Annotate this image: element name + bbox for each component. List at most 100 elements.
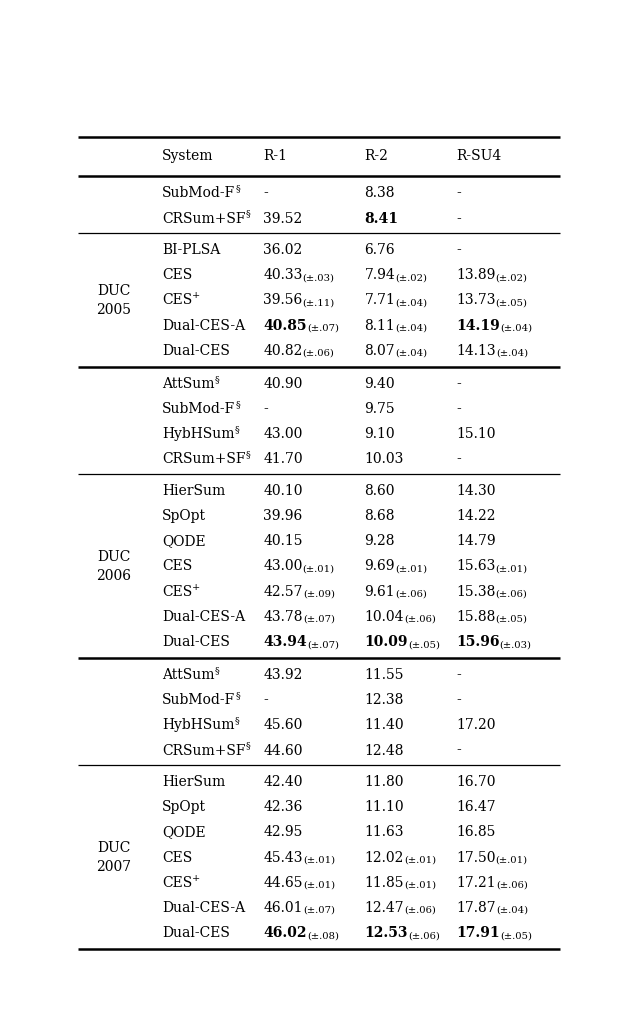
Text: 16.85: 16.85: [456, 826, 496, 839]
Text: 7.94: 7.94: [364, 269, 396, 282]
Text: 7.71: 7.71: [364, 293, 396, 308]
Text: -: -: [456, 744, 461, 757]
Text: §: §: [235, 400, 240, 409]
Text: (±.01): (±.01): [496, 855, 528, 865]
Text: 9.28: 9.28: [364, 535, 395, 548]
Text: §: §: [235, 184, 240, 193]
Text: 12.38: 12.38: [364, 693, 404, 707]
Text: QODE: QODE: [162, 535, 206, 548]
Text: -: -: [456, 377, 461, 390]
Text: 12.02: 12.02: [364, 850, 404, 865]
Text: 17.91: 17.91: [456, 926, 500, 940]
Text: 8.41: 8.41: [364, 212, 399, 226]
Text: BI-PLSA: BI-PLSA: [162, 243, 220, 258]
Text: (±.06): (±.06): [404, 615, 436, 623]
Text: (±.03): (±.03): [303, 273, 335, 282]
Text: 8.68: 8.68: [364, 509, 395, 523]
Text: QODE: QODE: [162, 826, 206, 839]
Text: Dual-CES: Dual-CES: [162, 635, 230, 649]
Text: 42.95: 42.95: [263, 826, 303, 839]
Text: 43.00: 43.00: [263, 427, 303, 442]
Text: R-1: R-1: [263, 149, 287, 164]
Text: 9.40: 9.40: [364, 377, 395, 390]
Text: CRSum+SF: CRSum+SF: [162, 212, 246, 226]
Text: §: §: [234, 716, 239, 726]
Text: (±.06): (±.06): [408, 931, 440, 940]
Text: +: +: [192, 583, 201, 592]
Text: (±.01): (±.01): [395, 564, 427, 573]
Text: -: -: [456, 693, 461, 707]
Text: DUC
2005: DUC 2005: [96, 284, 131, 317]
Text: CRSum+SF: CRSum+SF: [162, 453, 246, 466]
Text: SubMod-F: SubMod-F: [162, 402, 235, 416]
Text: 12.53: 12.53: [364, 926, 408, 940]
Text: 13.89: 13.89: [456, 269, 496, 282]
Text: HierSum: HierSum: [162, 775, 225, 789]
Text: 43.94: 43.94: [263, 635, 307, 649]
Text: 17.20: 17.20: [456, 718, 496, 733]
Text: 15.88: 15.88: [456, 610, 496, 623]
Text: Dual-CES-A: Dual-CES-A: [162, 610, 245, 623]
Text: (±.02): (±.02): [496, 273, 527, 282]
Text: (±.09): (±.09): [303, 590, 335, 599]
Text: R-2: R-2: [364, 149, 389, 164]
Text: SpOpt: SpOpt: [162, 800, 206, 815]
Text: (±.01): (±.01): [404, 855, 436, 865]
Text: 41.70: 41.70: [263, 453, 303, 466]
Text: 13.73: 13.73: [456, 293, 496, 308]
Text: 12.48: 12.48: [364, 744, 404, 757]
Text: AttSum: AttSum: [162, 377, 215, 390]
Text: 44.60: 44.60: [263, 744, 303, 757]
Text: Dual-CES-A: Dual-CES-A: [162, 319, 245, 333]
Text: Dual-CES-A: Dual-CES-A: [162, 901, 245, 915]
Text: §: §: [235, 691, 240, 700]
Text: 39.52: 39.52: [263, 212, 302, 226]
Text: 9.69: 9.69: [364, 559, 395, 573]
Text: 12.47: 12.47: [364, 901, 404, 915]
Text: DUC
2006: DUC 2006: [96, 550, 131, 583]
Text: 15.38: 15.38: [456, 585, 496, 599]
Text: §: §: [246, 210, 251, 219]
Text: 36.02: 36.02: [263, 243, 302, 258]
Text: 6.76: 6.76: [364, 243, 395, 258]
Text: CES: CES: [162, 876, 192, 890]
Text: 9.61: 9.61: [364, 585, 395, 599]
Text: System: System: [162, 149, 213, 164]
Text: 46.01: 46.01: [263, 901, 303, 915]
Text: 10.03: 10.03: [364, 453, 404, 466]
Text: (±.05): (±.05): [408, 640, 440, 649]
Text: 16.70: 16.70: [456, 775, 496, 789]
Text: (±.05): (±.05): [496, 298, 527, 308]
Text: HierSum: HierSum: [162, 484, 225, 498]
Text: 11.85: 11.85: [364, 876, 404, 890]
Text: (±.03): (±.03): [499, 640, 532, 649]
Text: SubMod-F: SubMod-F: [162, 693, 235, 707]
Text: HybHSum: HybHSum: [162, 427, 234, 442]
Text: (±.07): (±.07): [307, 640, 339, 649]
Text: (±.04): (±.04): [396, 298, 427, 308]
Text: -: -: [263, 186, 268, 200]
Text: -: -: [456, 402, 461, 416]
Text: §: §: [246, 451, 251, 460]
Text: (±.01): (±.01): [496, 564, 527, 573]
Text: 15.10: 15.10: [456, 427, 496, 442]
Text: DUC
2007: DUC 2007: [96, 841, 131, 874]
Text: (±.04): (±.04): [396, 324, 427, 333]
Text: HybHSum: HybHSum: [162, 718, 234, 733]
Text: 43.78: 43.78: [263, 610, 303, 623]
Text: (±.02): (±.02): [396, 273, 427, 282]
Text: 11.63: 11.63: [364, 826, 404, 839]
Text: (±.01): (±.01): [303, 564, 335, 573]
Text: CES: CES: [162, 559, 192, 573]
Text: -: -: [456, 453, 461, 466]
Text: 40.82: 40.82: [263, 343, 303, 358]
Text: -: -: [456, 243, 461, 258]
Text: 9.10: 9.10: [364, 427, 395, 442]
Text: (±.07): (±.07): [303, 615, 335, 623]
Text: +: +: [192, 291, 201, 300]
Text: (±.06): (±.06): [496, 590, 527, 599]
Text: (±.01): (±.01): [404, 881, 436, 890]
Text: (±.11): (±.11): [302, 298, 335, 308]
Text: 16.47: 16.47: [456, 800, 496, 815]
Text: 42.36: 42.36: [263, 800, 303, 815]
